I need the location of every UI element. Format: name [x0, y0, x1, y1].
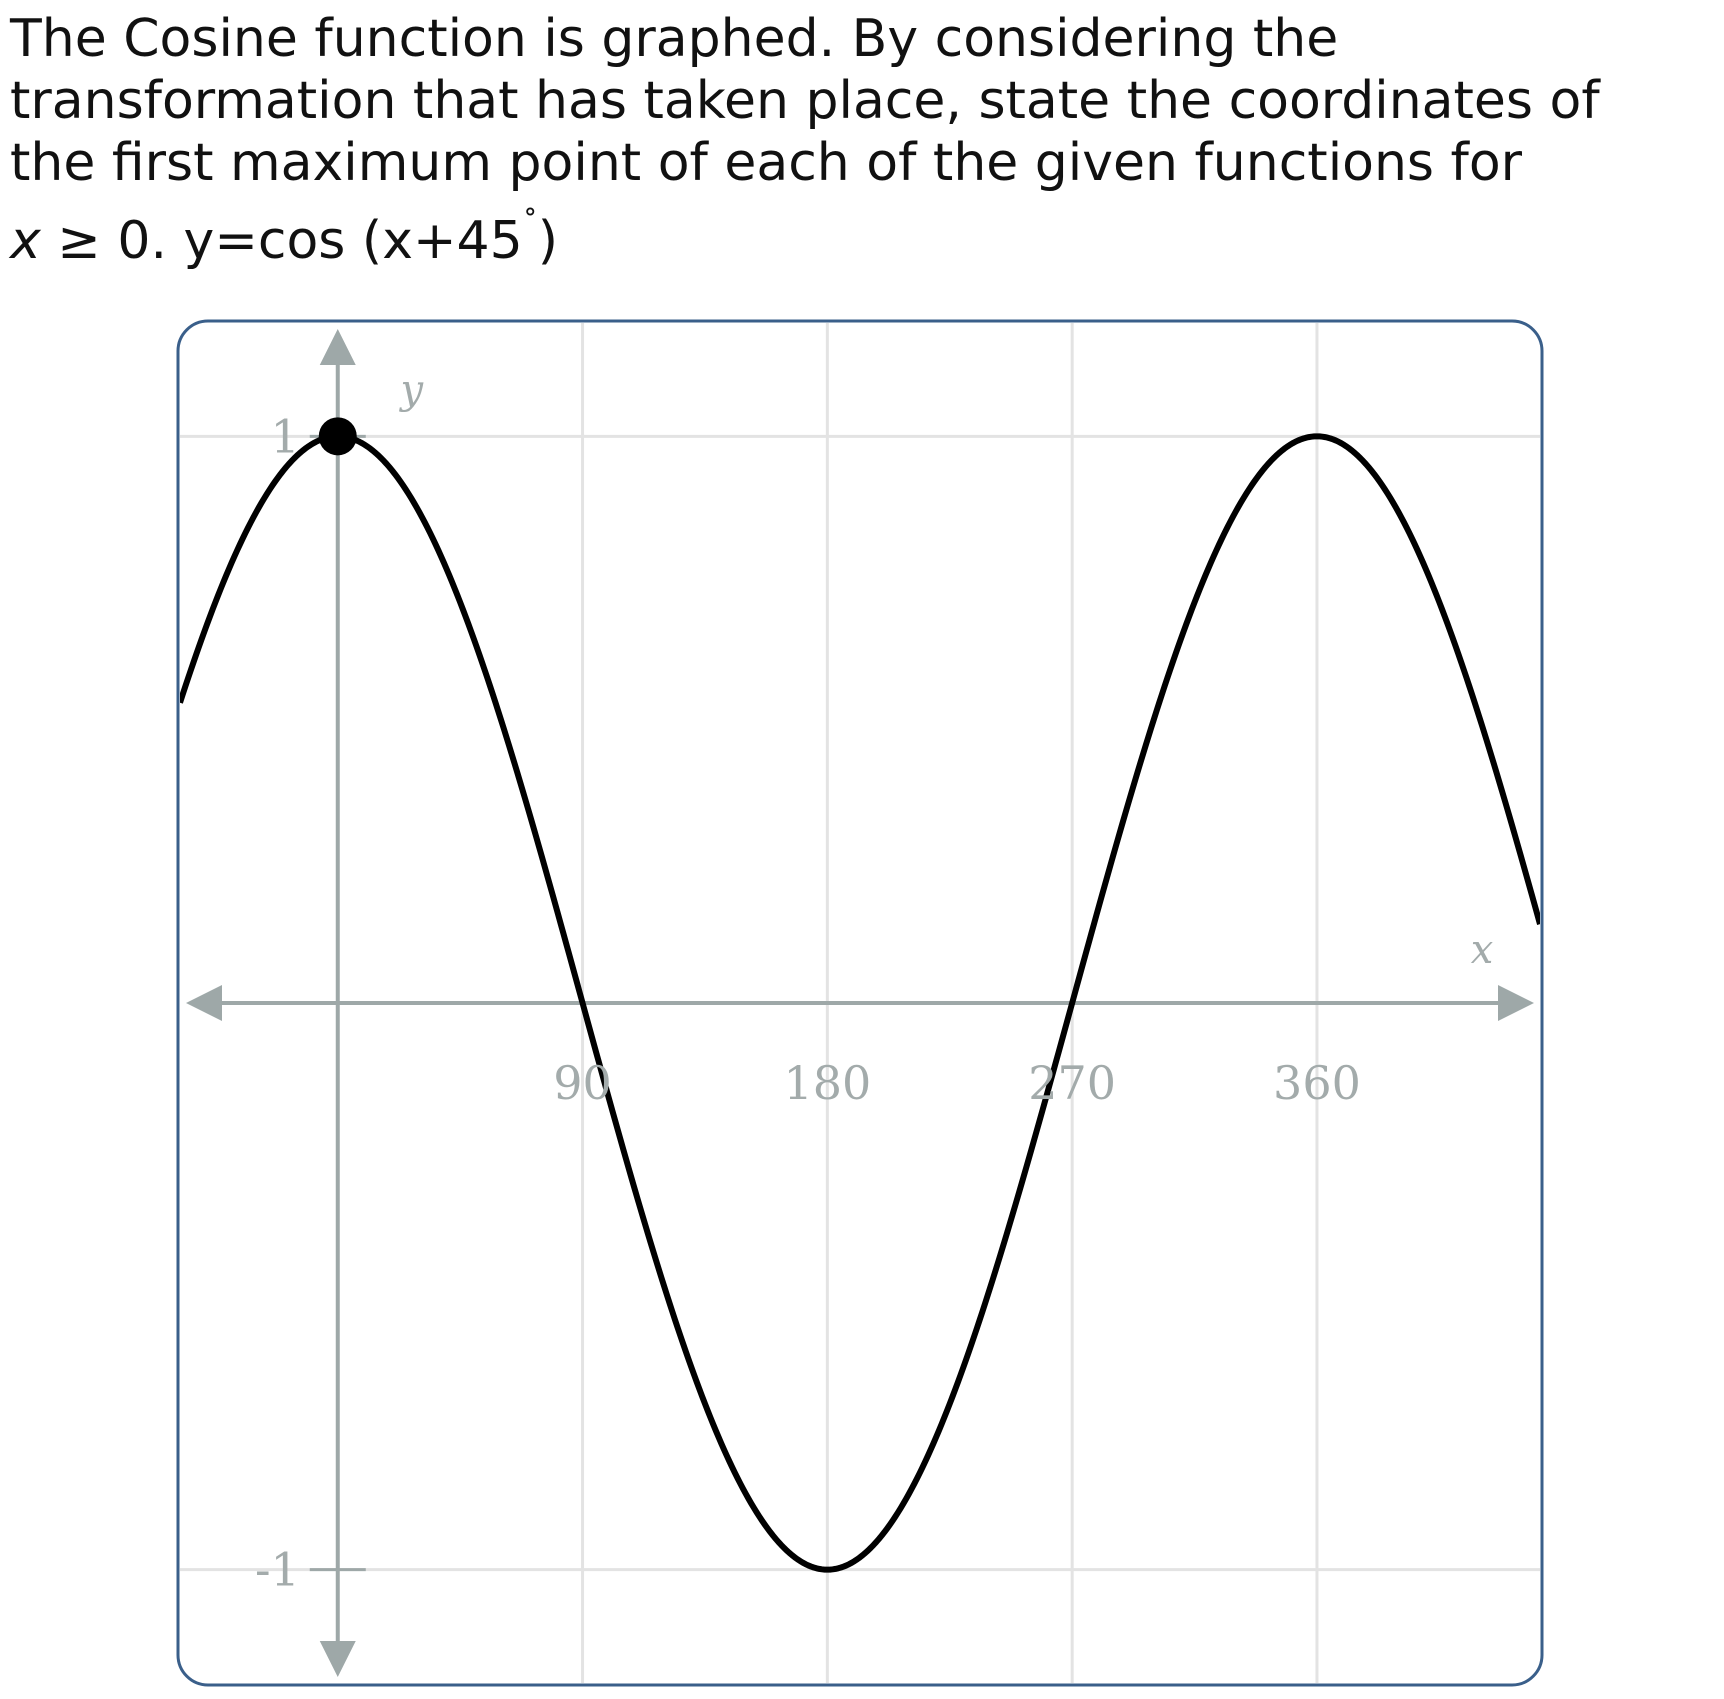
x-tick-label-270: 270 — [1028, 1056, 1116, 1110]
maximum-point-marker — [318, 417, 357, 456]
closing-paren: ) — [537, 211, 559, 271]
question-line-3: the first maximum point of each of the g… — [10, 133, 1523, 193]
condition-and-function: ≥ 0. y=cos (x+45 — [40, 211, 523, 271]
x-tick-label-180: 180 — [783, 1056, 871, 1110]
y-axis-bottom-arrow — [319, 1641, 356, 1677]
variable-x: x — [10, 211, 41, 271]
cosine-curve — [180, 433, 1540, 1573]
y-axis-label: y — [398, 367, 424, 413]
curve-layer — [180, 417, 1540, 1573]
degree-symbol: ˚ — [522, 207, 538, 242]
tick-labels: 90 180 270 360 1 -1 x y — [255, 367, 1493, 1597]
x-axis-left-arrow — [186, 985, 222, 1021]
y-tick-label--1: -1 — [255, 1543, 300, 1597]
question-line-4: x ≥ 0. y=cos (x+45˚) — [10, 194, 1710, 272]
graph-frame — [176, 319, 1544, 1687]
x-tick-label-360: 360 — [1273, 1056, 1361, 1110]
y-tick-label-1: 1 — [270, 409, 299, 463]
question-line-1: The Cosine function is graphed. By consi… — [10, 9, 1339, 69]
question-line-2: transformation that has taken place, sta… — [10, 71, 1600, 131]
y-axis-top-arrow — [319, 329, 356, 365]
axes — [186, 329, 1534, 1677]
x-tick-label-90: 90 — [553, 1056, 612, 1110]
question-text: The Cosine function is graphed. By consi… — [10, 8, 1710, 272]
x-axis-label: x — [1471, 927, 1494, 973]
x-axis-right-arrow — [1498, 985, 1534, 1021]
